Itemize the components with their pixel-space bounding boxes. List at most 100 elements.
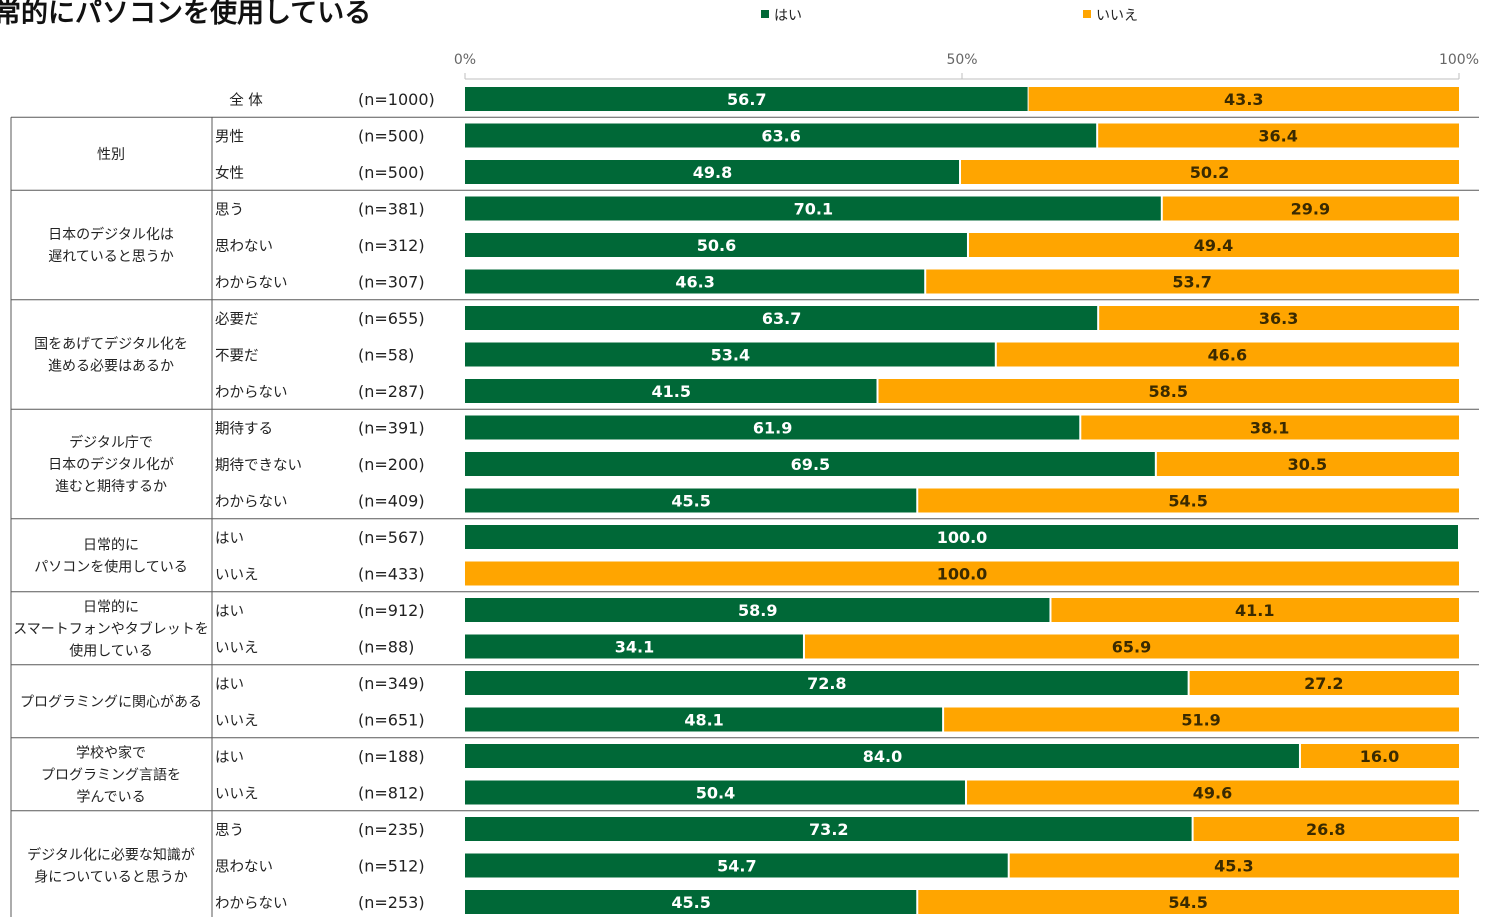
row-sample-size: (n=188) (358, 747, 425, 766)
bar-value-yes: 69.5 (791, 455, 830, 474)
x-tick-label: 0% (454, 52, 476, 68)
bar-value-yes: 41.5 (652, 382, 691, 401)
bar-segment-no (1098, 123, 1459, 148)
row-sample-size: (n=88) (358, 638, 414, 657)
bar-segment-no (968, 233, 1459, 257)
group-label: 進むと期待するか (55, 479, 167, 495)
bar-value-no: 43.3 (1224, 90, 1263, 109)
row-label: 思わない (215, 859, 273, 876)
group-label: プログラミング言語を (41, 767, 181, 783)
bar-segment-yes (465, 671, 1188, 695)
row-sample-size: (n=287) (358, 382, 425, 401)
row-label: いいえ (215, 787, 259, 803)
bar-row: 不要だ (n=58) 53.4 46.6 (215, 342, 1459, 367)
bar-value-no: 58.5 (1149, 382, 1188, 401)
bar-segment-yes (465, 525, 1458, 549)
group-label: 日常的に (83, 537, 139, 553)
legend-swatch-no (1083, 10, 1091, 18)
row-sample-size: (n=409) (358, 492, 425, 511)
bar-value-no: 49.4 (1194, 236, 1233, 255)
bar-value-no: 26.8 (1306, 820, 1345, 839)
bar-value-no: 54.5 (1168, 492, 1207, 511)
row-label: わからない (215, 494, 288, 511)
group-label: 学んでいる (76, 789, 145, 805)
bar-segment-no (1189, 671, 1459, 695)
x-axis: 0% 50% 100% (454, 52, 1479, 80)
bar-row: はい (n=188) 84.0 16.0 (215, 744, 1459, 768)
x-tick-label: 100% (1439, 52, 1479, 68)
row-label: いいえ (215, 568, 259, 584)
bar-segment-no (1099, 306, 1459, 330)
bar-segment-yes (465, 488, 917, 513)
row-label: いいえ (215, 714, 259, 730)
bar-segment-yes (465, 342, 995, 367)
bar-segment-yes (465, 269, 925, 294)
bar-value-no: 100.0 (937, 565, 988, 584)
bar-segment-no (918, 890, 1459, 914)
row-label: 思わない (215, 238, 273, 255)
bar-row: わからない (n=253) 45.5 54.5 (215, 890, 1459, 914)
row-label: わからない (215, 275, 288, 292)
bar-value-yes: 50.6 (697, 236, 736, 255)
bar-segment-yes (465, 452, 1155, 476)
bar-value-no: 30.5 (1288, 455, 1327, 474)
row-sample-size: (n=655) (358, 309, 425, 328)
bar-segment-yes (465, 196, 1161, 221)
row-label: わからない (215, 895, 288, 912)
bar-value-yes: 56.7 (727, 90, 766, 109)
bar-value-yes: 54.7 (717, 857, 756, 876)
bar-value-yes: 100.0 (937, 528, 988, 547)
bar-segment-no (944, 707, 1459, 732)
bar-row: わからない (n=287) 41.5 58.5 (215, 379, 1459, 403)
row-sample-size: (n=500) (358, 163, 425, 182)
group-label: デジタル庁で (69, 434, 153, 451)
bar-segment-no (1051, 598, 1459, 622)
row-sample-size: (n=307) (358, 273, 425, 292)
bar-row: 思う (n=235) 73.2 26.8 (215, 817, 1459, 841)
bar-value-no: 36.4 (1258, 127, 1297, 146)
bar-segment-no (1028, 87, 1459, 111)
legend: はい いいえ (761, 8, 1138, 24)
bar-row: 期待できない (n=200) 69.5 30.5 (215, 452, 1459, 476)
bar-value-no: 51.9 (1181, 711, 1220, 730)
row-sample-size: (n=58) (358, 346, 414, 365)
bar-row: いいえ (n=88) 34.1 65.9 (215, 634, 1459, 659)
bar-segment-no (926, 269, 1459, 294)
bar-row: 期待する (n=391) 61.9 38.1 (215, 415, 1459, 440)
group-label: 遅れていると思うか (48, 249, 174, 265)
bar-row: 思わない (n=512) 54.7 45.3 (215, 853, 1459, 878)
bar-segment-no (966, 780, 1459, 805)
row-sample-size: (n=312) (358, 236, 425, 255)
group-label: 進める必要はあるか (48, 359, 174, 375)
bar-value-yes: 73.2 (809, 820, 848, 839)
row-label: 不要だ (215, 349, 259, 365)
row-label: はい (215, 531, 244, 547)
bar-value-yes: 61.9 (753, 419, 792, 438)
group-label: プログラミングに関心がある (20, 694, 202, 710)
bar-row: 思わない (n=312) 50.6 49.4 (215, 233, 1459, 257)
group-label: 日本のデジタル化が (48, 456, 174, 473)
x-tick-label: 50% (946, 52, 977, 68)
bar-row: わからない (n=307) 46.3 53.7 (215, 269, 1459, 294)
bar-segment-yes (465, 379, 877, 403)
row-label: 男性 (215, 129, 244, 146)
bar-segment-yes (465, 598, 1050, 622)
bar-value-yes: 63.6 (761, 127, 800, 146)
bar-value-no: 36.3 (1259, 309, 1298, 328)
bar-value-yes: 84.0 (863, 747, 902, 766)
bar-value-no: 65.9 (1112, 638, 1151, 657)
row-sample-size: (n=912) (358, 601, 425, 620)
group-label: 日常的に (83, 599, 139, 615)
bar-segment-yes (465, 233, 967, 257)
bar-row: はい (n=567) 100.0 (215, 525, 1458, 549)
bar-segment-no (1081, 415, 1459, 440)
row-label: いいえ (215, 641, 259, 657)
row-sample-size: (n=812) (358, 784, 425, 803)
row-label: 必要だ (215, 311, 259, 328)
bar-segment-yes (465, 744, 1299, 768)
